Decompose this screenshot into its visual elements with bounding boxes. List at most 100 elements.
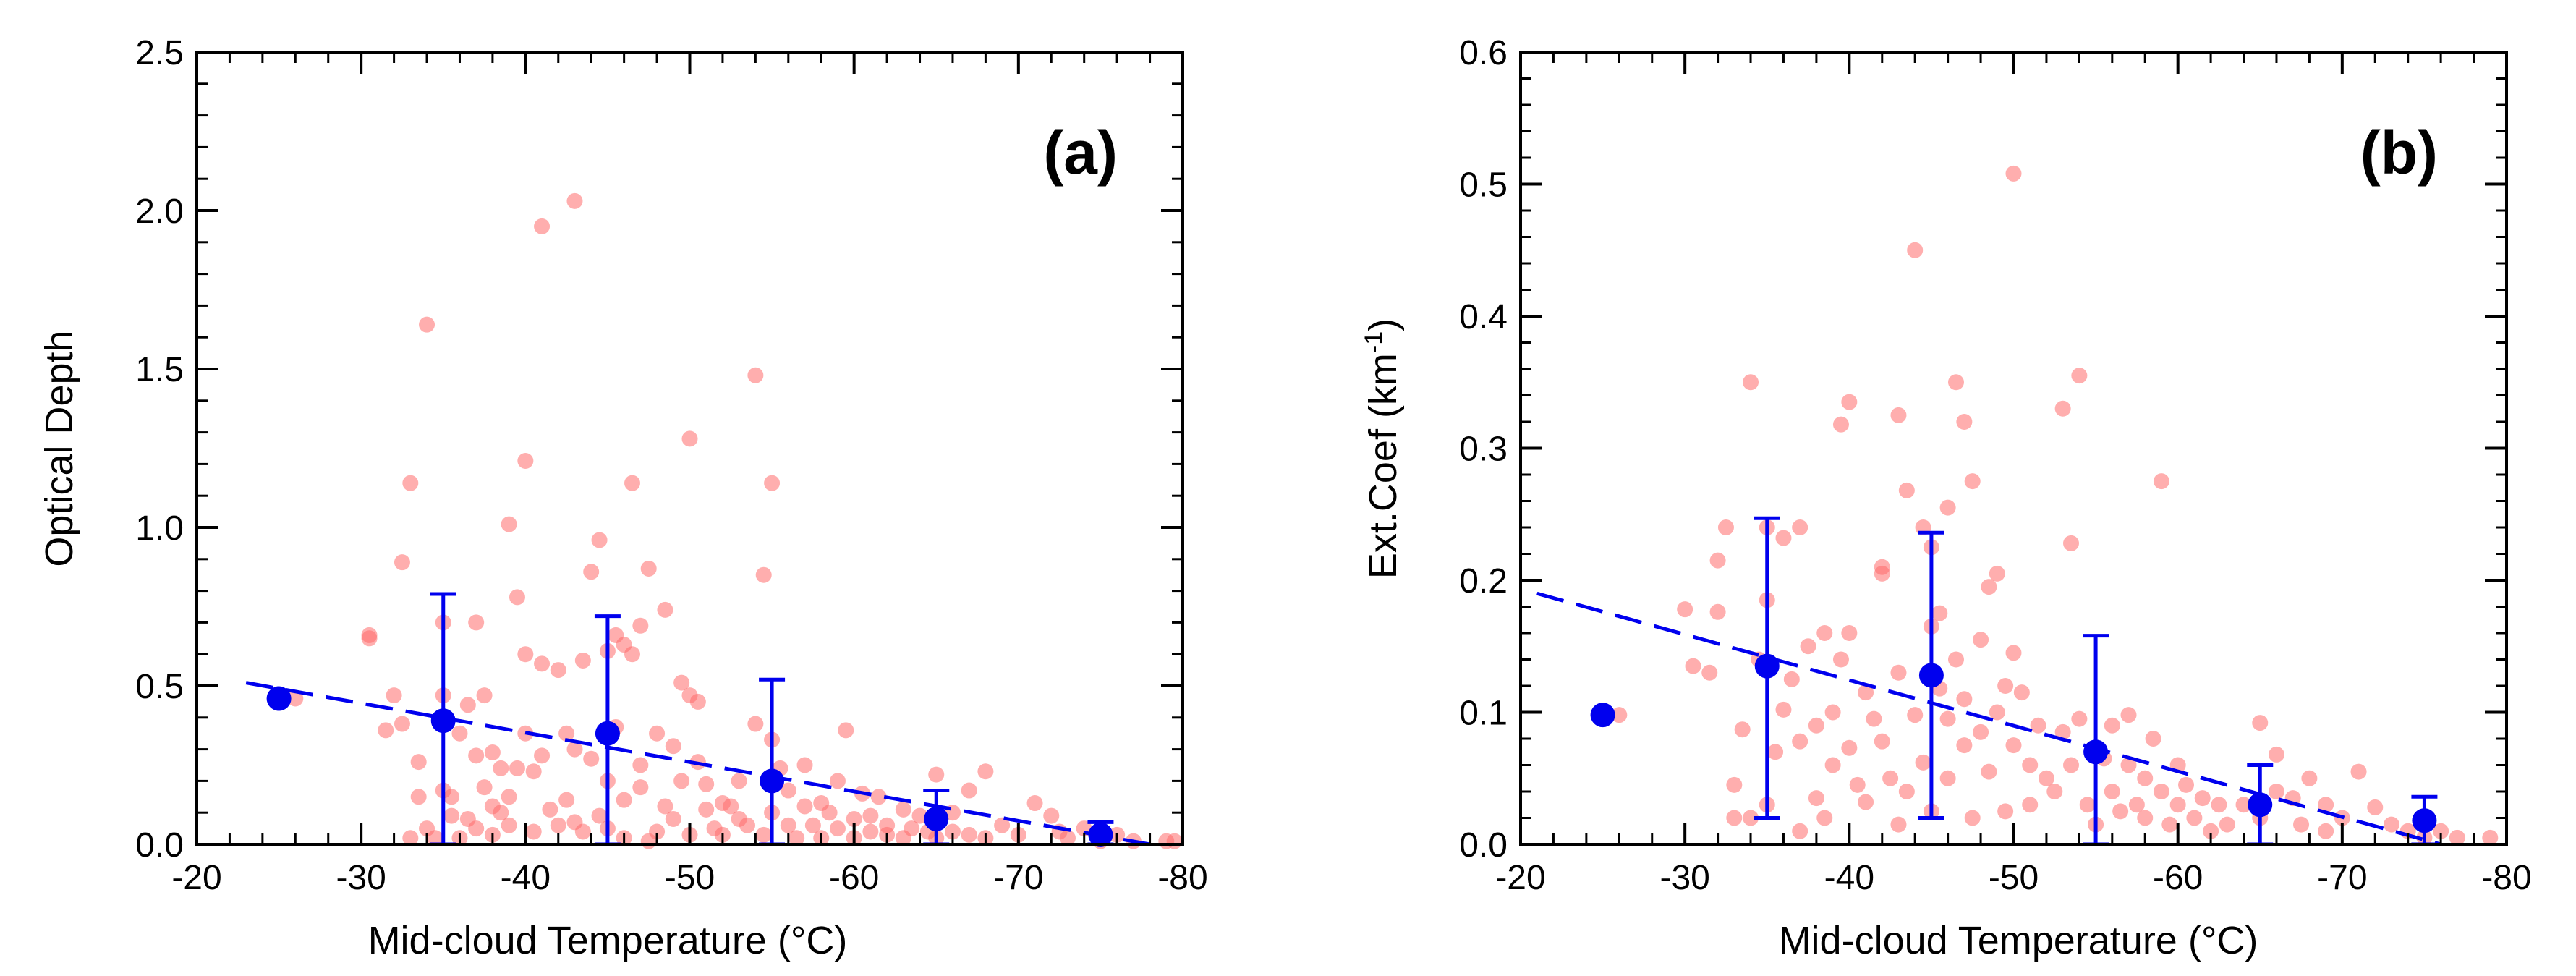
panel-a-scatter-point (427, 830, 443, 846)
panel-a-scatter-point (1026, 795, 1043, 812)
panel-a-scatter-point (723, 798, 739, 815)
panel-a-scatter-point (378, 722, 394, 739)
panel-a-scatter-point (698, 801, 715, 818)
panel-b-scatter-point (2318, 823, 2334, 839)
panel-b-scatter-point (2293, 816, 2310, 833)
panel-b-scatter-point (2137, 770, 2154, 786)
panel-b-scatter-point (2169, 797, 2186, 813)
panel-a-scatter-point (394, 716, 410, 732)
panel-a-scatter-point (468, 820, 485, 837)
panel-b-mean-point (2083, 739, 2109, 765)
panel-a-scatter-point (402, 830, 419, 846)
panel-b-y-tick-label: 0.6 (1459, 34, 1508, 72)
panel-a-scatter-point (673, 674, 690, 691)
panel-a-scatter-point (410, 754, 427, 771)
panel-b-scatter-point (1775, 701, 1792, 718)
panel-a-scatter-point (1043, 807, 1060, 824)
panel-b-scatter-point (2211, 797, 2227, 813)
panel-a-scatter-point (838, 722, 854, 739)
panel-a-y-tick-label: 1.0 (135, 509, 184, 548)
panel-b-scatter-point (1866, 710, 1882, 727)
panel-a-scatter-point (632, 779, 649, 796)
panel-b-scatter-point (1792, 733, 1808, 750)
panel-b-y-tick-label: 0.0 (1459, 826, 1508, 865)
panel-b-scatter-point (2367, 799, 2384, 815)
panel-a-axes-frame (195, 51, 1184, 846)
panel-b-scatter-point (2063, 757, 2080, 773)
panel-a-scatter-group (287, 192, 1183, 849)
panel-a-scatter-point (459, 697, 476, 713)
panel-b-scatter-point (1792, 519, 1808, 535)
panel-b-scatter-point (1973, 632, 1989, 648)
panel-a-mean-point (266, 686, 292, 711)
panel-b-scatter-point (1685, 658, 1701, 674)
panel-b-scatter-point (1973, 723, 1989, 740)
panel-b-scatter-point (1939, 499, 1956, 516)
panel-b-trend-line (1536, 591, 2441, 846)
panel-a-scatter-point (862, 823, 879, 840)
panel-a-scatter-point (566, 741, 583, 758)
panel-a-scatter-point (731, 773, 747, 789)
panel-b-mean-point (1590, 703, 1615, 728)
panel-b-scatter-point (2054, 400, 2071, 417)
panel-a-mean-point (760, 768, 785, 794)
panel-a-scatter-point (755, 826, 772, 843)
panel-b-scatter-point (2145, 731, 2161, 747)
panel-b-scatter-point (1767, 744, 1784, 760)
panel-b-scatter-point (1816, 810, 1833, 826)
panel-a-scatter-point (657, 798, 673, 815)
panel-b-scatter-point (1947, 651, 1964, 668)
panel-a-scatter-point (870, 789, 887, 805)
panel-b-scatter-point (1997, 678, 2014, 694)
panel-a-scatter-point (649, 823, 666, 840)
panel-b-y-tick-label: 0.3 (1459, 430, 1508, 469)
panel-a-scatter-point (747, 367, 764, 383)
panel-a-scatter-point (1059, 830, 1076, 846)
panel-b-scatter-point (1981, 763, 1997, 780)
panel-b-mean-point (2248, 792, 2273, 818)
panel-b-scatter-point (2120, 707, 2137, 723)
panel-a-scatter-point (928, 766, 945, 783)
panel-b-scatter-point (1989, 565, 2005, 582)
panel-b-scatter-point (2071, 710, 2088, 727)
panel-b-scatter-point (1808, 790, 1824, 807)
panel-b-scatter-point (2252, 715, 2269, 731)
panel-b-scatter-point (1997, 803, 2014, 820)
panel-a-scatter-point (402, 475, 419, 491)
panel-b-scatter-point (1964, 473, 1981, 490)
panel-a-scatter-point (624, 475, 640, 491)
panel-b-scatter-point (2383, 816, 2399, 833)
panel-a-y-axis-label: Optical Depth (38, 330, 81, 566)
panel-b-scatter-point (2030, 717, 2046, 734)
panel-a-x-tick-label: -70 (993, 859, 1043, 897)
panel-b-scatter-point (2161, 816, 2178, 833)
panel-a-scatter-point (534, 218, 551, 234)
panel-a-scatter-point (509, 760, 525, 776)
panel-b-scatter-point (2153, 784, 2169, 799)
panel-b-scatter-point (1832, 651, 1849, 668)
panel-b-scatter-point (1890, 816, 1907, 833)
panel-a-scatter-point (977, 763, 994, 780)
panel-a-scatter-point (804, 817, 821, 833)
panel-b-scatter-point (2104, 784, 2120, 799)
panel-b-y-tick-label: 0.4 (1459, 298, 1508, 336)
panel-b-scatter-point (1890, 407, 1907, 423)
panel-a-scatter-point (574, 823, 591, 840)
panel-a-scatter-point (755, 566, 772, 583)
panel-a-scatter-point (386, 687, 402, 704)
panel-a-scatter-point (911, 807, 928, 824)
panel-b-scatter-point (1939, 770, 1956, 786)
panel-b-scatter-point (1841, 394, 1858, 410)
panel-b-scatter-point (1717, 519, 1734, 535)
panel-a-mean-point (595, 721, 620, 746)
panel-b-scatter-point (1882, 770, 1899, 786)
panel-b-x-tick-label: -30 (1659, 859, 1709, 897)
panel-a-scatter-point (591, 807, 608, 824)
panel-b-scatter-point (2005, 165, 2022, 182)
panel-a-scatter-point (468, 614, 485, 631)
panel-a-scatter-point (443, 807, 460, 824)
panel-a-scatter-point (846, 810, 862, 827)
panel-b-y-tick-label: 0.1 (1459, 695, 1508, 733)
panel-a-scatter-point (681, 430, 698, 447)
panel-b-scatter-point (2005, 737, 2022, 754)
